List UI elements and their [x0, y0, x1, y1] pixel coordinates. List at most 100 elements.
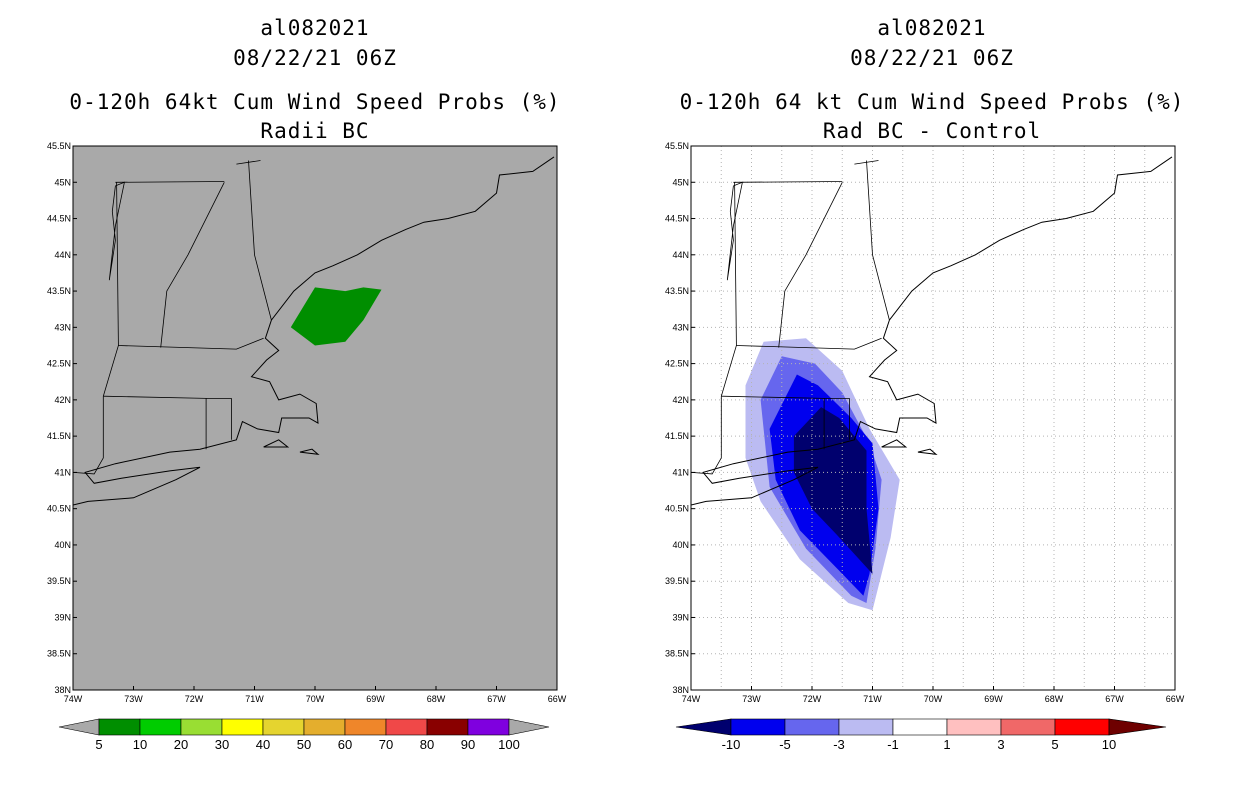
colorbar-swatch	[784, 718, 840, 736]
lake-outline	[108, 181, 125, 281]
lon-tick-label: 72W	[185, 694, 204, 704]
colorbar-label: 100	[498, 737, 520, 752]
colorbar-label: 3	[997, 737, 1004, 752]
colorbar-swatch	[1054, 718, 1110, 736]
lon-tick-label: 74W	[64, 694, 83, 704]
panel2-datetime: 08/22/21 06Z	[850, 46, 1014, 70]
lon-tick-label: 71W	[863, 694, 882, 704]
colorbar-swatch	[303, 718, 346, 736]
state-border	[118, 337, 264, 350]
state-border	[248, 160, 272, 321]
island-outline	[299, 448, 320, 455]
colorbar-label: 70	[379, 737, 393, 752]
colorbar-swatch	[467, 718, 510, 736]
panel1-map-area	[73, 146, 557, 690]
island-outline	[263, 439, 290, 448]
lat-tick-label: 39.5N	[665, 576, 689, 586]
lat-tick-label: 43.5N	[47, 286, 71, 296]
panel2-map-layers	[691, 146, 1175, 690]
lat-tick-label: 39N	[54, 612, 71, 622]
state-border	[691, 396, 722, 475]
lat-tick-label: 41.5N	[665, 431, 689, 441]
lat-tick-label: 45N	[672, 177, 689, 187]
colorbar-label: -1	[887, 737, 899, 752]
colorbar-high-arrow	[1108, 718, 1167, 736]
lat-tick-label: 42N	[672, 395, 689, 405]
state-border	[778, 182, 843, 348]
lon-tick-label: 73W	[742, 694, 761, 704]
colorbar-swatch	[385, 718, 428, 736]
state-border	[854, 160, 879, 165]
colorbar-swatch	[838, 718, 894, 736]
colorbar-probability: 5 10 20 30 40 50 60 70 80 90 100	[58, 718, 550, 752]
lat-tick-label: 45N	[54, 177, 71, 187]
lat-tick-label: 41N	[672, 467, 689, 477]
coastline	[73, 156, 555, 506]
state-border	[73, 396, 104, 475]
lat-tick-label: 38.5N	[665, 649, 689, 659]
state-border	[103, 395, 232, 399]
colorbar-swatch	[180, 718, 223, 736]
panel1-title: 0-120h 64kt Cum Wind Speed Probs (%)	[69, 90, 561, 114]
colorbar-low-arrow	[675, 718, 732, 736]
colorbar-swatch	[1000, 718, 1056, 736]
lon-tick-label: 68W	[1045, 694, 1064, 704]
lat-tick-label: 43.5N	[665, 286, 689, 296]
colorbar-label: -5	[779, 737, 791, 752]
lon-tick-label: 66W	[1166, 694, 1185, 704]
lon-tick-label: 66W	[548, 694, 567, 704]
colorbar-label: -3	[833, 737, 845, 752]
lat-tick-label: 43N	[672, 322, 689, 332]
lon-tick-label: 67W	[487, 694, 506, 704]
colorbar-swatch	[221, 718, 264, 736]
lat-tick-label: 40.5N	[665, 504, 689, 514]
colorbar-swatch	[98, 718, 141, 736]
state-border	[733, 181, 843, 183]
lat-tick-label: 40N	[54, 540, 71, 550]
lon-tick-label: 69W	[366, 694, 385, 704]
panel2-storm-id: al082021	[877, 16, 987, 40]
lat-tick-label: 39N	[672, 612, 689, 622]
lat-tick-label: 44.5N	[47, 214, 71, 224]
island-outline	[881, 439, 908, 448]
lat-tick-label: 40N	[672, 540, 689, 550]
probability-contour-4	[793, 407, 873, 574]
colorbar-label: 30	[215, 737, 229, 752]
colorbar-swatch	[139, 718, 182, 736]
colorbar-label: 60	[338, 737, 352, 752]
state-border	[236, 160, 261, 165]
lat-tick-label: 42.5N	[665, 359, 689, 369]
lat-tick-label: 38N	[672, 685, 689, 695]
lon-tick-label: 71W	[245, 694, 264, 704]
colorbar-swatch	[946, 718, 1002, 736]
colorbar-label: 10	[1102, 737, 1116, 752]
panel1-datetime: 08/22/21 06Z	[233, 46, 397, 70]
lat-tick-label: 41.5N	[47, 431, 71, 441]
colorbar-swatch	[262, 718, 305, 736]
lon-tick-label: 72W	[803, 694, 822, 704]
lon-tick-label: 70W	[306, 694, 325, 704]
colorbar-label: 40	[256, 737, 270, 752]
colorbar-label: 90	[461, 737, 475, 752]
lat-tick-label: 42N	[54, 395, 71, 405]
lon-tick-label: 69W	[984, 694, 1003, 704]
colorbar-label: 20	[174, 737, 188, 752]
panel1-map-layers	[73, 156, 555, 506]
panel2-title: 0-120h 64 kt Cum Wind Speed Probs (%)	[679, 90, 1185, 114]
colorbar-difference: -10 -5 -3 -1 1 3 5 10	[675, 718, 1167, 752]
lat-tick-label: 38N	[54, 685, 71, 695]
lat-tick-label: 44N	[672, 250, 689, 260]
lon-tick-label: 74W	[682, 694, 701, 704]
colorbar-high-arrow	[508, 718, 550, 736]
state-border	[115, 181, 225, 183]
probability-contour-1	[290, 287, 382, 346]
lat-tick-label: 40.5N	[47, 504, 71, 514]
colorbar-label: 50	[297, 737, 311, 752]
colorbar-label: 5	[1051, 737, 1058, 752]
lat-tick-label: 43N	[54, 322, 71, 332]
lat-tick-label: 41N	[54, 467, 71, 477]
colorbar-low-arrow	[58, 718, 100, 736]
panel1-subtitle: Radii BC	[260, 119, 370, 143]
colorbar-swatch	[892, 718, 948, 736]
